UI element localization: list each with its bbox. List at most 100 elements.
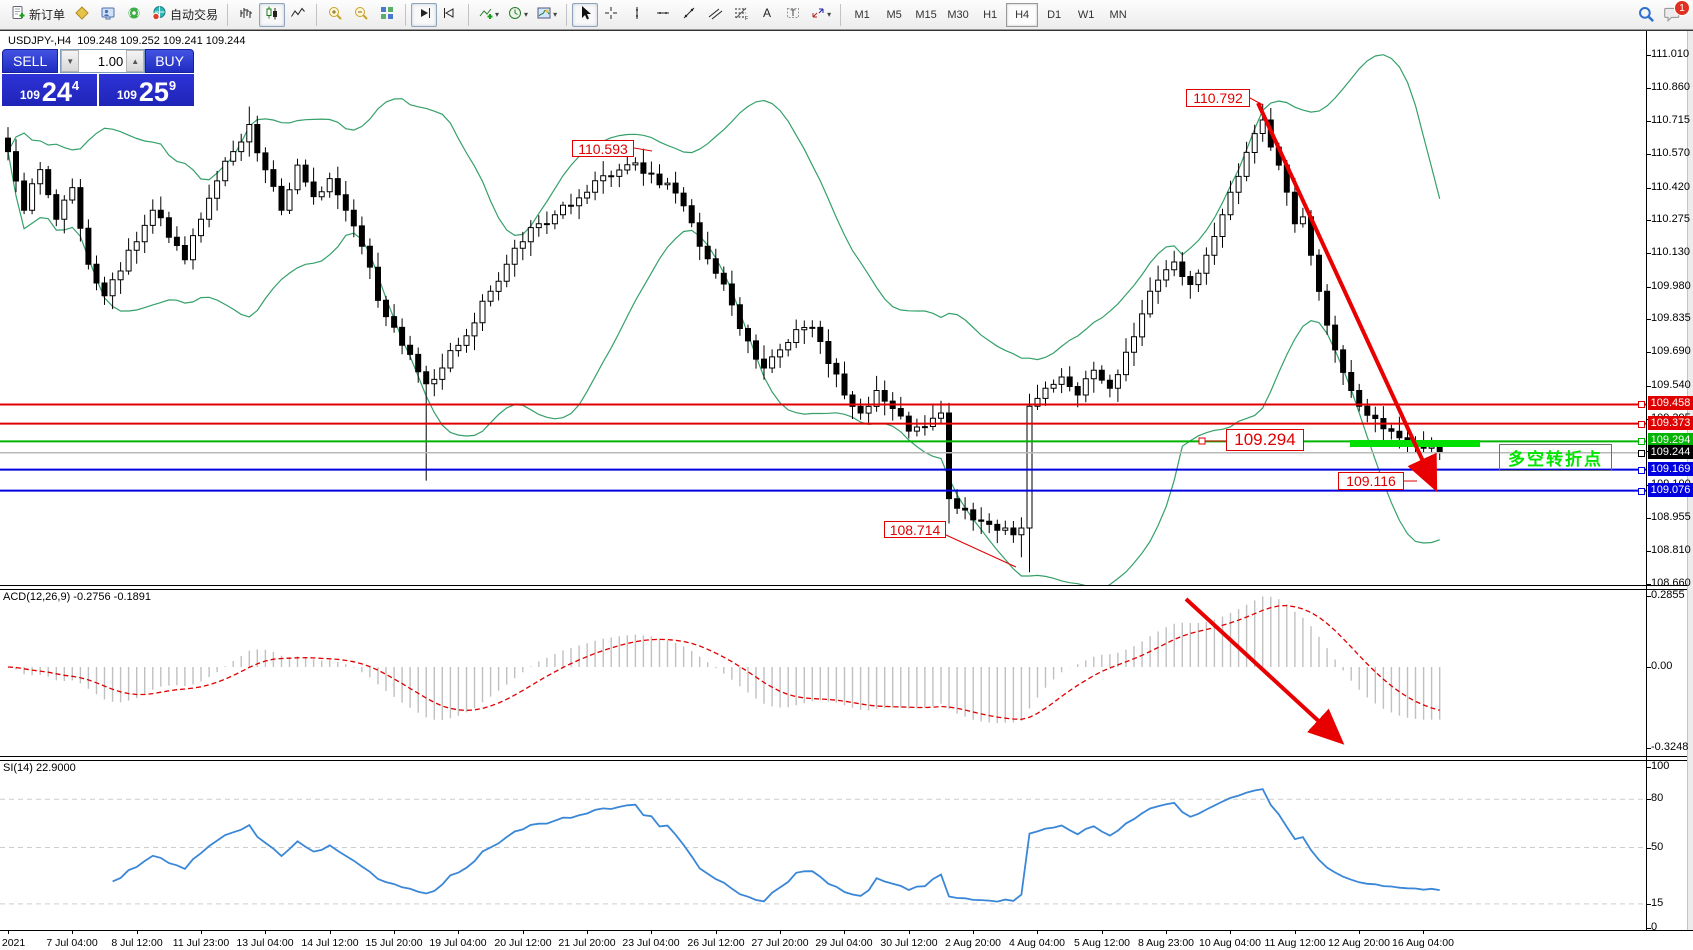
radio-signal-icon	[126, 5, 142, 24]
timeframe-button-m30[interactable]: M30	[947, 8, 969, 21]
vertical-line-button[interactable]	[624, 3, 650, 27]
time-axis[interactable]	[0, 930, 1693, 950]
new-order-icon	[10, 5, 26, 24]
sell-button[interactable]: SELL	[2, 49, 59, 73]
new-order-button[interactable]: 新订单	[6, 3, 69, 27]
arrows-tool-button[interactable]: ▾	[806, 3, 835, 27]
time-tick-label: 12 Aug 20:00	[1328, 937, 1390, 949]
sell-price-pips: 24	[41, 77, 72, 107]
volume-spinner: ▼ 1.00 ▲	[60, 49, 146, 73]
terminal-icon	[100, 5, 116, 24]
time-tick-label: ul 2021	[0, 937, 26, 949]
main-chart-plot[interactable]	[0, 31, 1693, 950]
time-tick-label: 4 Aug 04:00	[1008, 937, 1066, 949]
time-tick-label: 2 Aug 20:00	[944, 937, 1002, 949]
price-tick-mark	[1646, 551, 1651, 552]
chevron-down-icon: ▾	[495, 10, 500, 19]
zoom-out-icon	[353, 5, 369, 24]
zoom-out-button[interactable]	[348, 3, 374, 27]
auto-scroll-button[interactable]	[411, 2, 438, 27]
timeframe-button-w1[interactable]: W1	[1077, 8, 1095, 21]
rsi-tick-label: 50	[1651, 841, 1664, 853]
bull-candles	[29, 119, 1435, 536]
timeframe-button-m15[interactable]: M15	[915, 8, 937, 21]
price-annotation-label[interactable]: 109.294	[1226, 429, 1304, 451]
price-tick-mark	[1646, 88, 1651, 89]
line-chart-button[interactable]	[285, 3, 311, 27]
bar-chart-button[interactable]	[233, 3, 259, 27]
price-tick-mark	[1646, 55, 1651, 56]
timeframe-button-mn[interactable]: MN	[1109, 8, 1127, 21]
macd-tick-label: 0.00	[1651, 660, 1673, 672]
volume-value[interactable]: 1.00	[97, 53, 124, 69]
macd-signal-line[interactable]	[7, 604, 1440, 721]
candlestick-chart-button[interactable]	[259, 2, 286, 27]
sell-price-point: 4	[71, 78, 80, 93]
trendline-button[interactable]	[676, 3, 702, 27]
price-axis-badge: 109.458	[1648, 396, 1693, 410]
price-axis-badge: 109.169	[1648, 462, 1693, 476]
price-annotation-label[interactable]: 108.714	[884, 521, 946, 538]
candlestick-icon	[264, 5, 280, 24]
crosshair-button[interactable]	[598, 3, 624, 27]
horizontal-line-button[interactable]	[650, 3, 676, 27]
chinese-note-label[interactable]: 多空转折点	[1499, 444, 1612, 471]
pane-divider-macd-rsi[interactable]	[0, 756, 1693, 761]
pane-divider-main-macd[interactable]	[0, 585, 1693, 590]
market-watch-button[interactable]	[69, 3, 95, 27]
buy-price-pips: 25	[138, 77, 169, 107]
time-tick-label: 14 Jul 12:00	[301, 937, 359, 949]
macd-tick-mark	[1646, 667, 1651, 668]
price-annotation-label[interactable]: 110.792	[1186, 89, 1250, 107]
volume-decrease-button[interactable]: ▼	[61, 50, 80, 72]
price-tick-label: 108.810	[1651, 544, 1691, 556]
rsi-tick-label: 80	[1651, 792, 1664, 804]
time-tick-mark	[1166, 930, 1167, 934]
price-tick-mark	[1646, 319, 1651, 320]
price-tick-label: 109.835	[1651, 312, 1691, 324]
trend-arrow[interactable]	[1184, 597, 1345, 745]
autotrading-button[interactable]: 自动交易	[147, 3, 222, 27]
templates-button[interactable]: ▾	[532, 3, 561, 27]
buy-button[interactable]: BUY	[145, 49, 194, 73]
timeframe-button-m1[interactable]: M1	[854, 8, 870, 21]
chart-window: USDJPY-,H4 109.248 109.252 109.241 109.2…	[0, 30, 1693, 950]
rsi-line[interactable]	[112, 788, 1440, 903]
price-line-marker	[1638, 438, 1645, 445]
data-window-button[interactable]	[121, 3, 147, 27]
notifications-button[interactable]: 1	[1659, 0, 1690, 27]
zoom-in-button[interactable]	[322, 3, 348, 27]
buy-price-display[interactable]: 109 25 9	[99, 74, 194, 106]
indicators-button[interactable]: ▾	[474, 3, 503, 27]
volume-increase-button[interactable]: ▲	[126, 50, 145, 72]
macd-pane	[7, 596, 1441, 724]
text-label-button[interactable]: T	[780, 3, 806, 27]
chart-shift-button[interactable]	[437, 3, 463, 27]
time-tick-mark	[8, 930, 9, 934]
price-annotation-label[interactable]: 110.593	[572, 140, 634, 157]
time-tick-label: 11 Jul 23:00	[172, 937, 230, 949]
search-icon	[1637, 5, 1655, 26]
timeframe-button-d1[interactable]: D1	[1047, 8, 1062, 21]
text-button[interactable]: A	[754, 3, 780, 27]
timeframe-button-h4[interactable]: H4	[1006, 2, 1039, 27]
price-annotation-label[interactable]: 109.116	[1338, 472, 1404, 490]
channel-button[interactable]	[702, 3, 728, 27]
toolbar-separator	[405, 3, 407, 26]
price-tick-mark	[1646, 518, 1651, 519]
tile-windows-button[interactable]	[374, 3, 400, 27]
search-button[interactable]	[1633, 3, 1659, 27]
arrows-tool-icon	[810, 5, 826, 24]
timeframe-button-m5[interactable]: M5	[886, 8, 902, 21]
periods-button[interactable]: ▾	[503, 3, 532, 27]
trend-arrow[interactable]	[1256, 102, 1438, 493]
sell-price-display[interactable]: 109 24 4	[2, 74, 97, 106]
horizontal-line-icon	[655, 5, 671, 24]
chevron-down-icon: ▾	[827, 10, 832, 19]
fibonacci-button[interactable]: F	[728, 3, 754, 27]
cursor-button[interactable]	[572, 2, 599, 27]
terminal-button[interactable]	[95, 3, 121, 27]
chevron-down-icon: ▾	[524, 10, 529, 19]
timeframe-button-h1[interactable]: H1	[983, 8, 998, 21]
price-line-marker	[1638, 467, 1645, 474]
